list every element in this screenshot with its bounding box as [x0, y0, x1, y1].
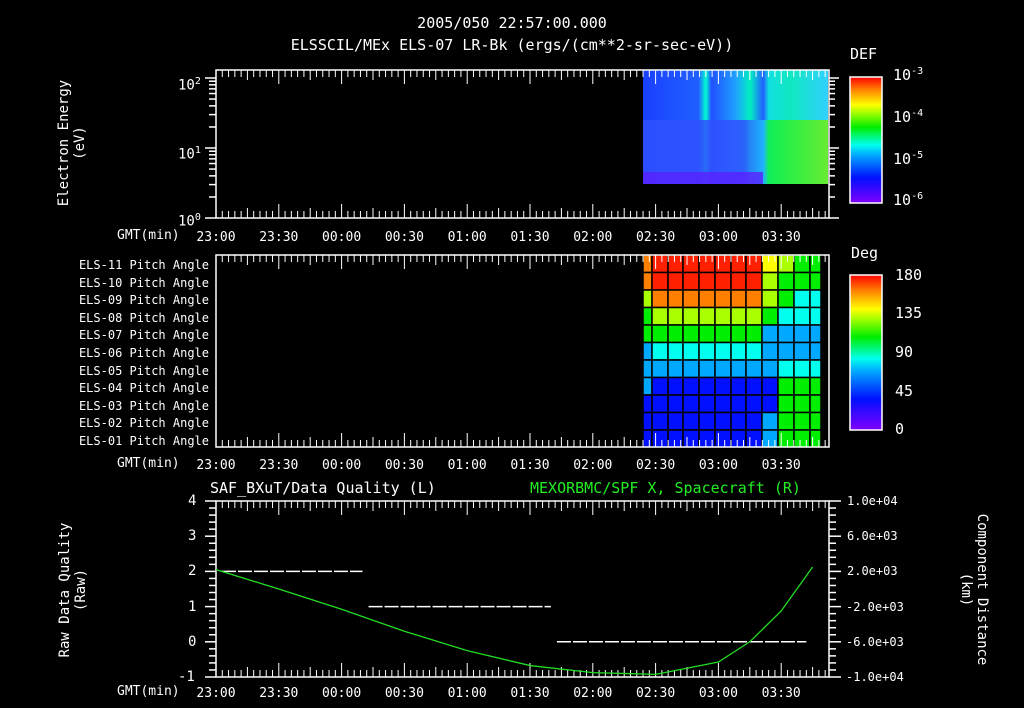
right-ytick: -1.0e+04 [846, 670, 904, 684]
left-ytick: -1 [178, 669, 195, 685]
data-quality-title: SAF_BXuT/Data Quality (L) [210, 479, 436, 497]
ytick-1e2: 102 [178, 76, 201, 94]
time-tick-label: 02:30 [636, 686, 676, 701]
right-ytick: 1.0e+04 [847, 494, 898, 508]
time-tick-label: 03:30 [761, 458, 801, 473]
plot-subtitle: ELSSCIL/MEx ELS-07 LR-Bk (ergs/(cm**2-sr… [290, 36, 734, 54]
component-distance-axis-label: Component Distance (km) [958, 513, 990, 666]
plot-timestamp: 2005/050 22:57:00.000 [417, 14, 607, 32]
deg-colorbar [849, 274, 883, 431]
def-tick-1e-3: 10-3 [893, 66, 924, 84]
time-tick-label: 03:30 [761, 686, 801, 701]
pitch-angle-label: ELS-01 Pitch Angle [78, 434, 209, 448]
def-tick-1e-4: 10-4 [893, 108, 924, 126]
pitch-angle-label: ELS-09 Pitch Angle [78, 293, 209, 308]
left-ytick: 1 [188, 598, 197, 615]
right-ytick: -2.0e+03 [846, 599, 904, 614]
left-ytick: 3 [188, 528, 197, 545]
time-tick-label: 01:30 [510, 458, 550, 473]
time-tick-label: 00:30 [384, 458, 424, 473]
left-ytick: 0 [188, 633, 197, 650]
time-tick-label: 02:30 [636, 230, 676, 245]
pitch-angle-label: ELS-02 Pitch Angle [78, 416, 209, 431]
def-tick-1e-5: 10-5 [893, 150, 924, 168]
time-tick-label: 00:30 [384, 230, 424, 245]
time-tick-label: 01:00 [447, 458, 487, 473]
pitch-angle-label: ELS-10 Pitch Angle [78, 275, 209, 290]
time-tick-label: 23:30 [259, 230, 299, 245]
time-tick-label: 02:00 [573, 686, 613, 701]
ytick-1e1: 101 [178, 145, 201, 163]
pitch-angle-grid [642, 254, 822, 449]
ytick-1e0: 100 [178, 212, 201, 230]
spf-x-title: MEXORBMC/SPF X, Spacecraft (R) [530, 479, 801, 497]
data-quality-axis-label: Raw Data Quality (Raw) [57, 522, 89, 658]
time-tick-label: 23:30 [259, 458, 299, 473]
time-tick-label: 01:30 [510, 686, 550, 701]
def-colorbar-title: DEF [850, 45, 878, 63]
time-tick-label: 03:30 [761, 230, 801, 245]
time-tick-label: 23:30 [259, 686, 299, 701]
time-tick-label: 03:00 [698, 458, 738, 473]
pitch-angle-label: ELS-04 Pitch Angle [78, 381, 209, 396]
time-tick-label: 01:30 [510, 230, 550, 245]
def-colorbar [849, 76, 883, 204]
right-ytick: 2.0e+03 [847, 564, 898, 579]
time-tick-label: 00:00 [322, 686, 362, 701]
time-tick-label: 00:30 [384, 686, 424, 701]
time-tick-label: 03:00 [698, 230, 738, 245]
time-tick-label: 02:00 [573, 458, 613, 473]
pitch-angle-label: ELS-07 Pitch Angle [78, 328, 209, 343]
pitch-angle-label: ELS-08 Pitch Angle [78, 310, 209, 325]
gmt-label-3: GMT(min) [117, 684, 180, 699]
time-tick-label: 00:00 [322, 458, 362, 473]
time-tick-label: 01:00 [447, 230, 487, 245]
deg-tick-90: 90 [895, 343, 914, 361]
deg-colorbar-title: Deg [851, 244, 879, 262]
gmt-label-2: GMT(min) [117, 456, 180, 471]
deg-tick-45: 45 [895, 382, 914, 400]
pitch-angle-label: ELS-06 Pitch Angle [78, 346, 209, 360]
deg-tick-135: 135 [895, 304, 923, 322]
right-ytick: -6.0e+03 [846, 634, 904, 649]
def-tick-1e-6: 10-6 [893, 191, 924, 209]
right-ytick: 6.0e+03 [847, 529, 898, 544]
pitch-angle-label: ELS-11 Pitch Angle [78, 258, 209, 272]
time-tick-label: 23:00 [196, 458, 236, 473]
pitch-angle-label: ELS-03 Pitch Angle [78, 398, 209, 413]
time-tick-label: 00:00 [322, 230, 362, 245]
time-tick-label: 03:00 [698, 686, 738, 701]
time-tick-label: 02:00 [573, 230, 613, 245]
left-ytick: 2 [188, 563, 197, 580]
energy-spectrogram [643, 70, 828, 184]
time-tick-label: 01:00 [447, 686, 487, 701]
time-tick-label: 02:30 [636, 458, 676, 473]
gmt-label-1: GMT(min) [117, 228, 180, 243]
deg-tick-0: 0 [895, 420, 905, 438]
time-tick-label: 23:00 [196, 686, 236, 701]
left-ytick: 4 [188, 493, 197, 509]
pitch-angle-label: ELS-05 Pitch Angle [78, 363, 209, 378]
time-tick-label: 23:00 [196, 230, 236, 245]
deg-tick-180: 180 [895, 266, 923, 284]
energy-axis-label: Electron Energy (eV) [56, 79, 88, 207]
